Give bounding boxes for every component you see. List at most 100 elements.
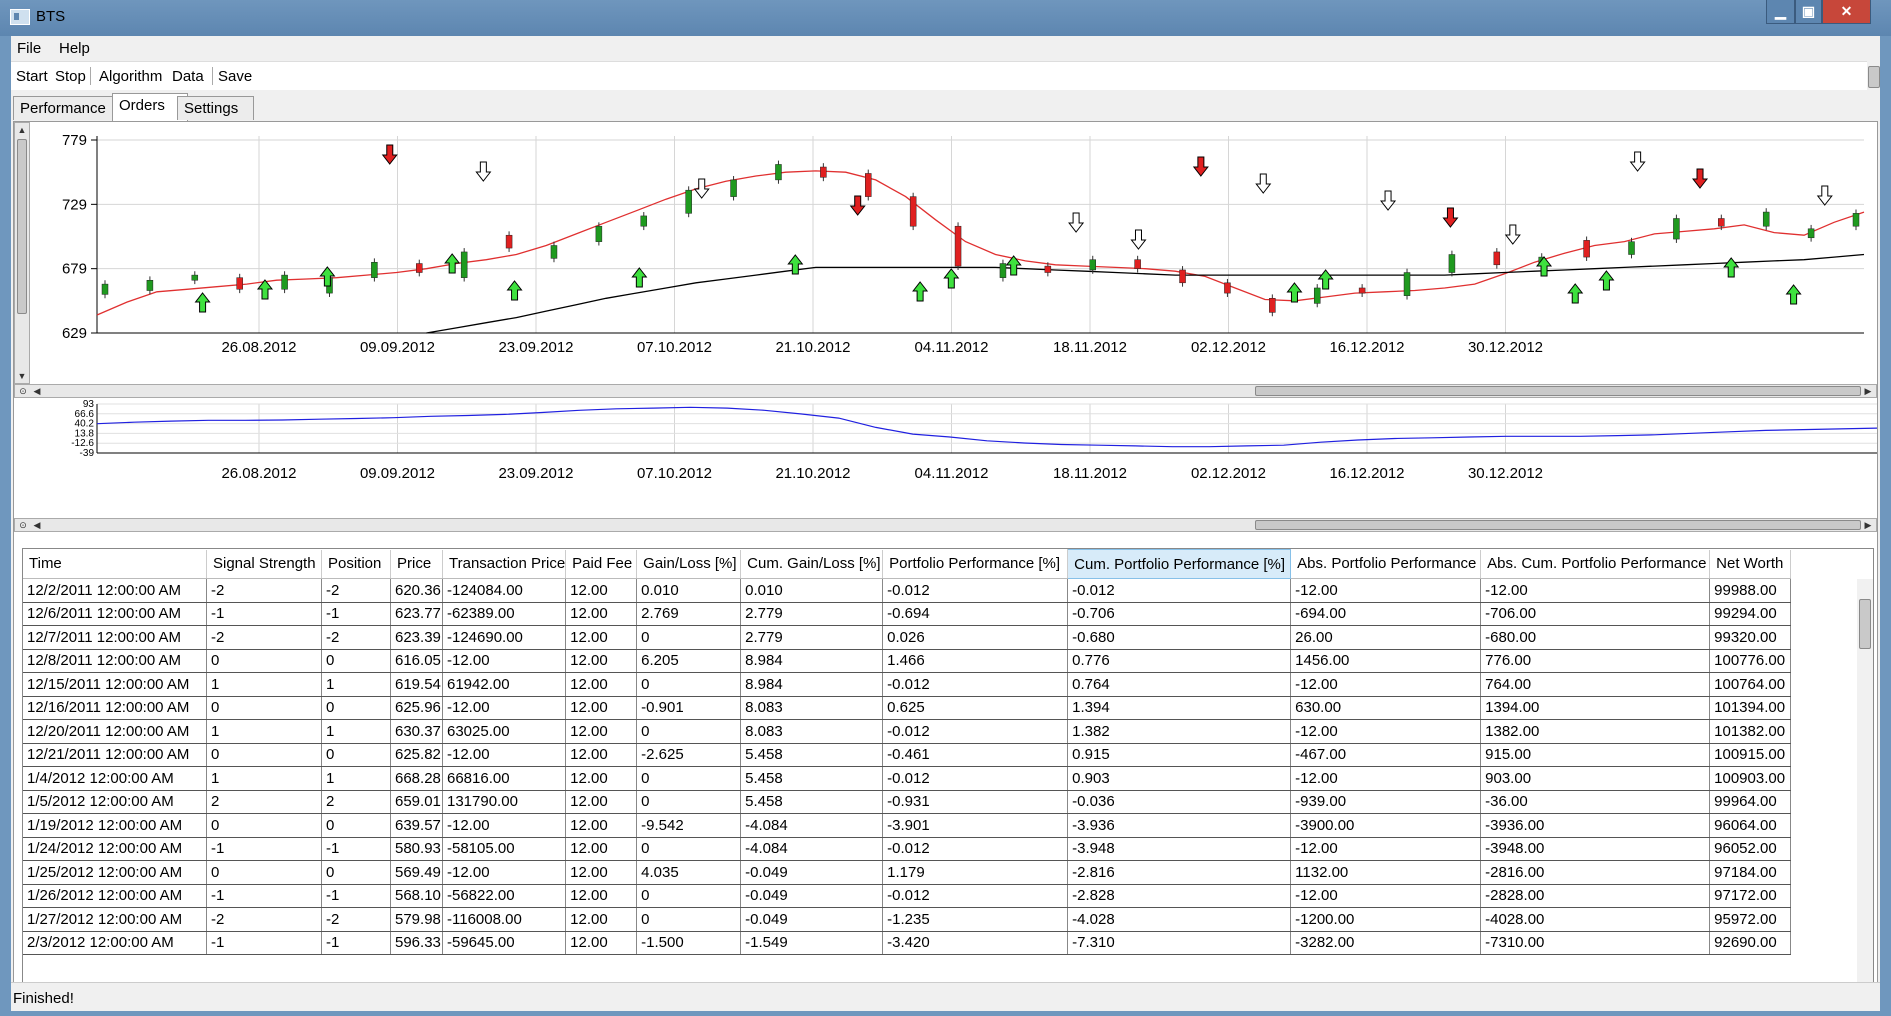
table-cell[interactable]: 61942.00: [442, 672, 567, 697]
table-cell[interactable]: 12.00: [565, 719, 638, 744]
column-header[interactable]: Paid Fee: [565, 549, 638, 579]
table-cell[interactable]: -0.012: [882, 766, 1069, 791]
table-cell[interactable]: -2816.00: [1480, 860, 1711, 885]
table-cell[interactable]: 0.625: [882, 696, 1069, 720]
table-cell[interactable]: 12.00: [565, 837, 638, 861]
orders-grid[interactable]: Time Signal Strength Position Price Transact…: [22, 548, 1874, 1001]
table-cell[interactable]: 0: [636, 790, 742, 814]
table-cell[interactable]: 5.458: [740, 790, 884, 814]
table-cell[interactable]: 12/20/2011 12:00:00 AM: [23, 719, 207, 744]
table-cell[interactable]: -1: [321, 602, 391, 626]
scroll-thumb[interactable]: [1255, 520, 1861, 530]
column-header[interactable]: Signal Strength: [206, 549, 322, 579]
table-cell[interactable]: 97172.00: [1709, 884, 1792, 908]
table-cell[interactable]: 0: [321, 860, 391, 885]
table-cell[interactable]: -694.00: [1290, 602, 1482, 626]
table-cell[interactable]: -0.049: [740, 884, 884, 908]
indicator-chart[interactable]: 26.08.2012 09.09.2012 23.09.2012 07.10.2012…: [14, 398, 1877, 518]
zoom-icon[interactable]: ⊙: [19, 520, 27, 530]
table-row[interactable]: 1/25/2012 12:00:00 AM 0 0 569.49 -12.00 12.00…: [23, 860, 1792, 885]
table-cell[interactable]: 12.00: [565, 743, 638, 767]
menu-file[interactable]: File: [17, 40, 42, 57]
table-row[interactable]: 12/2/2011 12:00:00 AM -2 -2 620.36 -124084.0…: [23, 578, 1792, 603]
table-row[interactable]: 12/7/2011 12:00:00 AM -2 -2 623.39 -124690.0…: [23, 625, 1792, 650]
column-header[interactable]: Net Worth: [1709, 549, 1792, 579]
table-cell[interactable]: 12.00: [565, 931, 638, 955]
column-header[interactable]: Abs. Portfolio Performance: [1290, 549, 1482, 579]
table-cell[interactable]: -12.00: [1290, 672, 1482, 697]
table-cell[interactable]: -2.828: [1067, 884, 1292, 908]
chart-horizontal-scrollbar[interactable]: ⊙ ◀ ▶: [14, 384, 1877, 398]
table-cell[interactable]: 764.00: [1480, 672, 1711, 697]
table-cell[interactable]: -1: [206, 884, 322, 908]
table-cell[interactable]: -0.680: [1067, 625, 1292, 650]
close-button[interactable]: ✕: [1822, 0, 1871, 24]
start-button[interactable]: Start: [16, 68, 48, 85]
table-cell[interactable]: -0.694: [882, 602, 1069, 626]
table-cell[interactable]: 776.00: [1480, 649, 1711, 673]
table-cell[interactable]: 1.382: [1067, 719, 1292, 744]
table-row[interactable]: 1/24/2012 12:00:00 AM -1 -1 580.93 -58105.00…: [23, 837, 1792, 861]
table-cell[interactable]: -0.901: [636, 696, 742, 720]
table-cell[interactable]: -706.00: [1480, 602, 1711, 626]
column-header[interactable]: Portfolio Performance [%]: [882, 549, 1069, 579]
table-cell[interactable]: -59645.00: [442, 931, 567, 955]
table-row[interactable]: 12/6/2011 12:00:00 AM -1 -1 623.77 -62389.00…: [23, 602, 1792, 626]
table-cell[interactable]: -3.901: [882, 813, 1069, 838]
table-cell[interactable]: 2.769: [636, 602, 742, 626]
table-cell[interactable]: 0: [321, 649, 391, 673]
table-cell[interactable]: 0.915: [1067, 743, 1292, 767]
table-cell[interactable]: 99964.00: [1709, 790, 1792, 814]
table-cell[interactable]: 620.36: [390, 578, 443, 603]
table-cell[interactable]: 1/4/2012 12:00:00 AM: [23, 766, 207, 791]
table-cell[interactable]: -12.00: [1290, 837, 1482, 861]
table-cell[interactable]: -2828.00: [1480, 884, 1711, 908]
table-cell[interactable]: 1: [321, 719, 391, 744]
table-cell[interactable]: 8.984: [740, 649, 884, 673]
table-cell[interactable]: 12/15/2011 12:00:00 AM: [23, 672, 207, 697]
save-button[interactable]: Save: [218, 68, 253, 85]
table-cell[interactable]: 0: [636, 907, 742, 932]
column-header[interactable]: Position: [321, 549, 391, 579]
table-cell[interactable]: 12.00: [565, 672, 638, 697]
table-cell[interactable]: 1: [321, 672, 391, 697]
table-cell[interactable]: 12.00: [565, 625, 638, 650]
table-cell[interactable]: 12/21/2011 12:00:00 AM: [23, 743, 207, 767]
table-cell[interactable]: 99988.00: [1709, 578, 1792, 603]
table-cell[interactable]: 0.764: [1067, 672, 1292, 697]
table-cell[interactable]: 26.00: [1290, 625, 1482, 650]
table-cell[interactable]: 623.77: [390, 602, 443, 626]
table-cell[interactable]: 96064.00: [1709, 813, 1792, 838]
table-cell[interactable]: -3936.00: [1480, 813, 1711, 838]
table-row[interactable]: 12/8/2011 12:00:00 AM 0 0 616.05 -12.00 12.00…: [23, 649, 1792, 673]
table-cell[interactable]: -0.012: [882, 578, 1069, 603]
table-cell[interactable]: 1: [206, 766, 322, 791]
scroll-thumb[interactable]: [1859, 599, 1871, 649]
column-header[interactable]: Abs. Cum. Portfolio Performance: [1480, 549, 1711, 579]
table-cell[interactable]: -116008.00: [442, 907, 567, 932]
table-cell[interactable]: 1382.00: [1480, 719, 1711, 744]
table-cell[interactable]: -0.461: [882, 743, 1069, 767]
table-cell[interactable]: -12.00: [442, 860, 567, 885]
table-cell[interactable]: 2: [206, 790, 322, 814]
table-cell[interactable]: -0.049: [740, 907, 884, 932]
column-header[interactable]: Cum. Portfolio Performance [%]: [1067, 549, 1292, 579]
table-cell[interactable]: 2.779: [740, 602, 884, 626]
table-cell[interactable]: 6.205: [636, 649, 742, 673]
table-cell[interactable]: -36.00: [1480, 790, 1711, 814]
table-cell[interactable]: -3.948: [1067, 837, 1292, 861]
table-cell[interactable]: 903.00: [1480, 766, 1711, 791]
column-header[interactable]: Cum. Gain/Loss [%]: [740, 549, 884, 579]
table-cell[interactable]: 0.010: [636, 578, 742, 603]
table-cell[interactable]: 12/8/2011 12:00:00 AM: [23, 649, 207, 673]
table-cell[interactable]: -4.084: [740, 837, 884, 861]
table-cell[interactable]: 1: [206, 672, 322, 697]
table-cell[interactable]: -1: [321, 884, 391, 908]
table-cell[interactable]: 5.458: [740, 743, 884, 767]
table-row[interactable]: 12/21/2011 12:00:00 AM 0 0 625.82 -12.00 12.0…: [23, 743, 1792, 767]
table-cell[interactable]: 12.00: [565, 696, 638, 720]
table-cell[interactable]: -1: [206, 837, 322, 861]
table-cell[interactable]: -2.625: [636, 743, 742, 767]
table-cell[interactable]: 579.98: [390, 907, 443, 932]
table-cell[interactable]: 12.00: [565, 907, 638, 932]
